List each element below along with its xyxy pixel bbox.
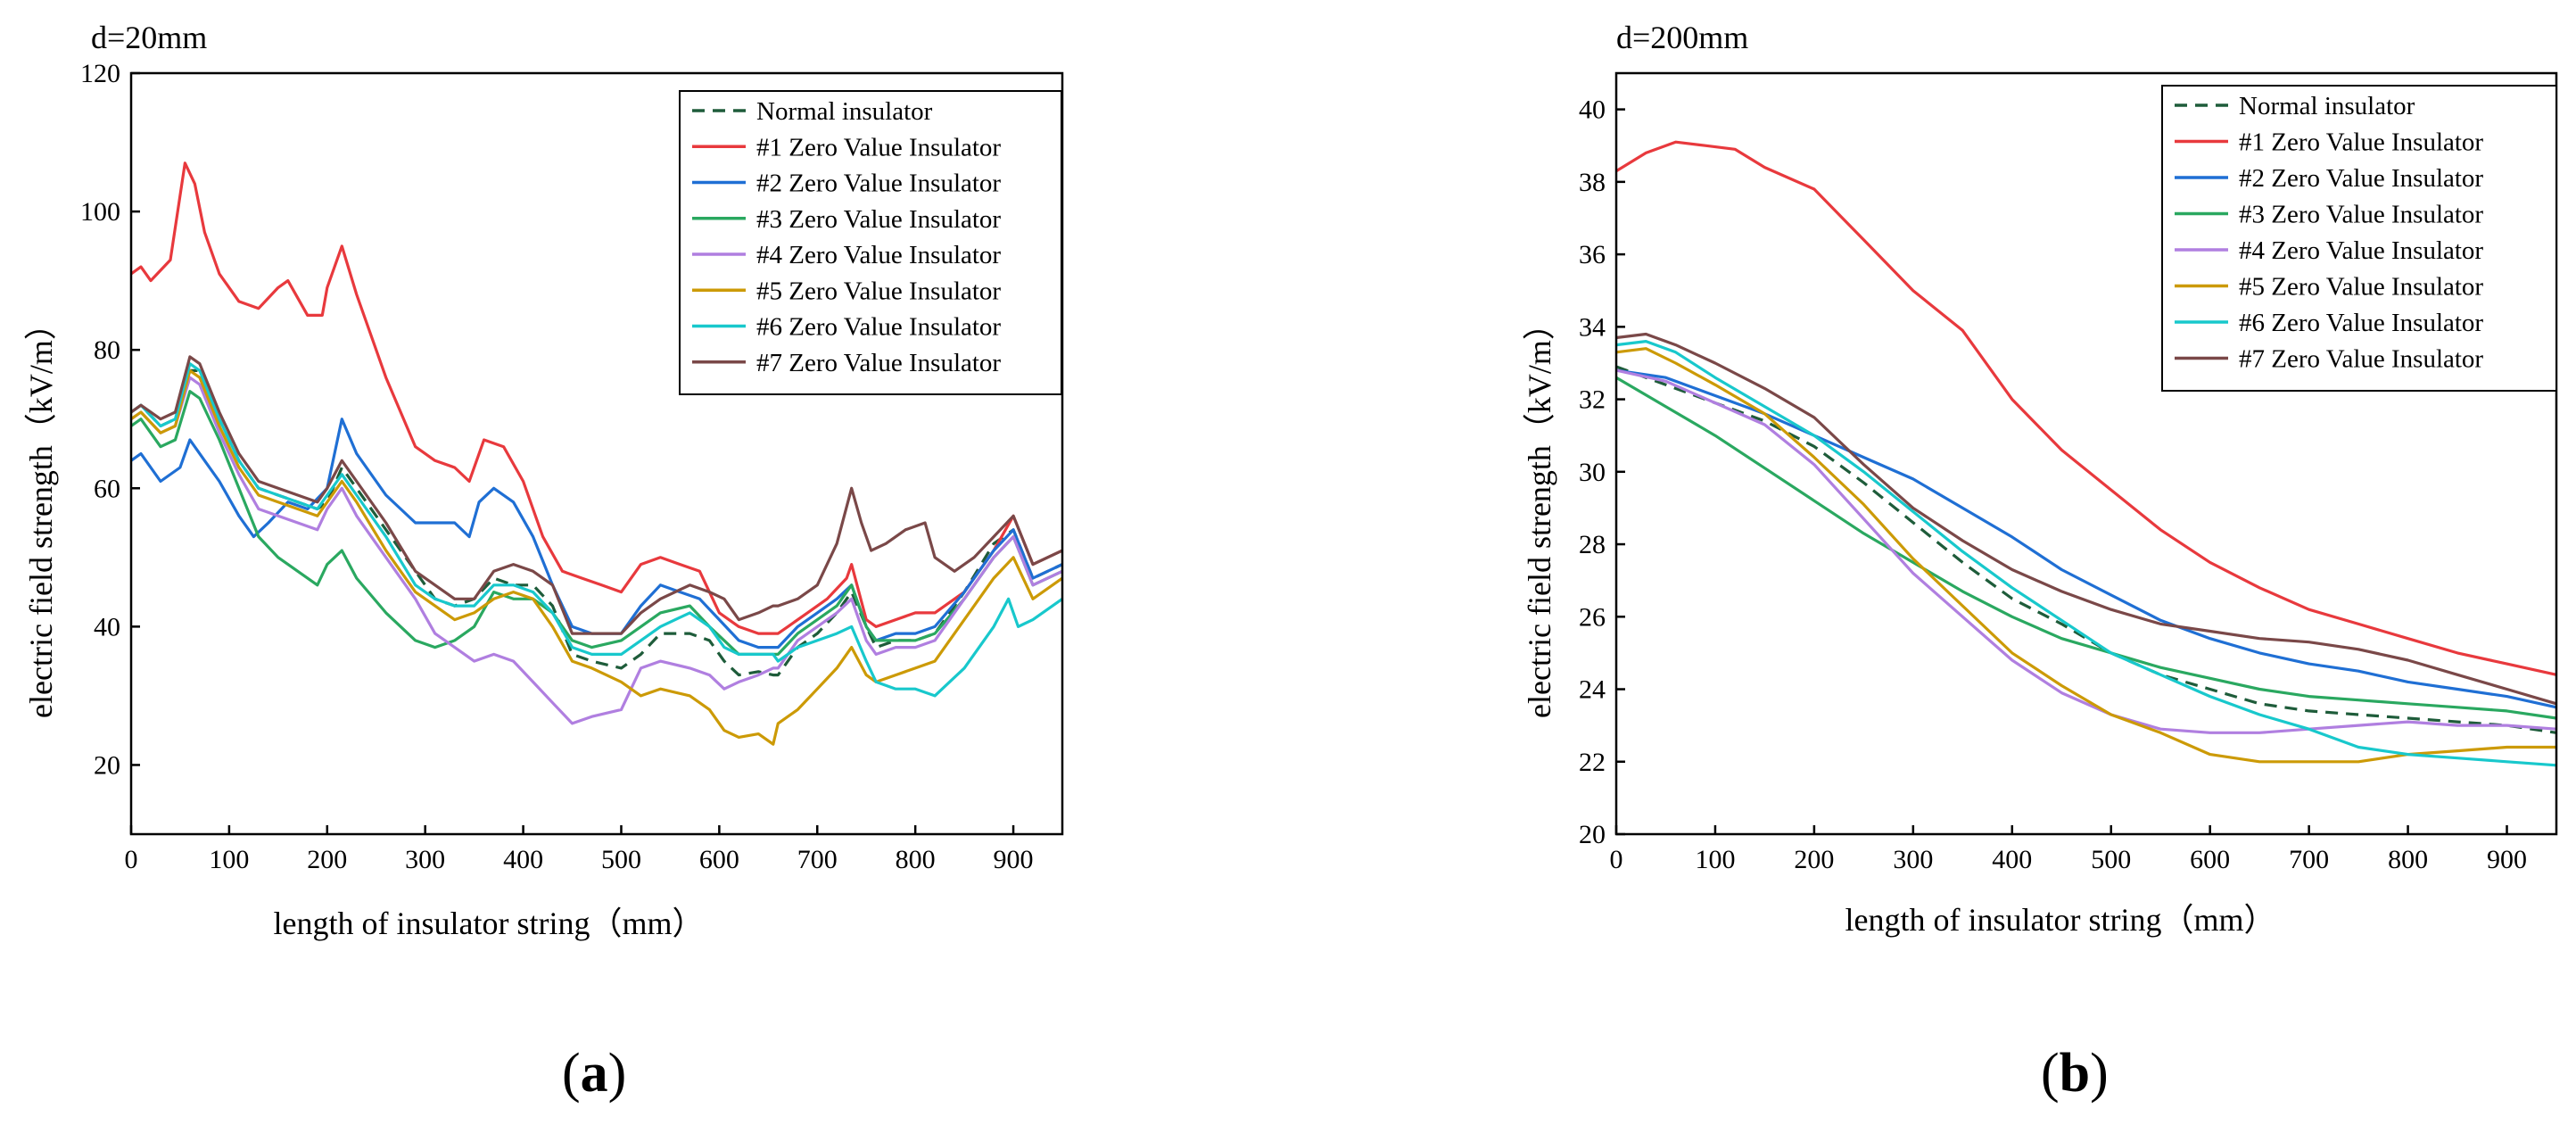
chart-b-legend-label-1: #1 Zero Value Insulator	[2239, 128, 2483, 157]
chart-a-ytick-label: 40	[94, 612, 120, 641]
chart-a-xtick-label: 200	[307, 845, 347, 874]
chart-a-series-4	[130, 376, 1063, 725]
chart-b-xtick-label: 800	[2388, 845, 2428, 874]
chart-b-legend-label-0: Normal insulator	[2239, 92, 2415, 120]
chart-a-series-1	[130, 161, 1063, 635]
chart-b-ytick-label: 30	[1579, 458, 1606, 487]
chart-a-legend-label-0: Normal insulator	[756, 97, 933, 126]
chart-b-lines	[1615, 140, 2557, 767]
chart-b-axes: 0 100 200 300 400 500 600 700 800 900 20 22 24 26 28 30…	[1579, 71, 2558, 874]
chart-a-legend-label-5: #5 Zero Value Insulator	[756, 277, 1001, 305]
chart-a-series-5	[130, 368, 1063, 746]
chart-b-ylabel: electric field strength（kV/m）	[1522, 308, 1557, 718]
chart-b-series-1	[1615, 140, 2557, 676]
chart-b-ytick-label: 24	[1579, 675, 1606, 705]
chart-b-ytick-label: 40	[1579, 95, 1606, 125]
chart-a-legend-label-6: #6 Zero Value Insulator	[756, 313, 1001, 342]
chart-a-xlabel: length of insulator string（mm）	[274, 906, 705, 941]
chart-a-xtick-label: 300	[405, 845, 445, 874]
chart-b-ytick-label: 26	[1579, 602, 1606, 632]
chart-b-title: d=200mm	[1616, 20, 1748, 55]
chart-b-frame	[1614, 71, 2558, 836]
chart-b-legend-label-4: #4 Zero Value Insulator	[2239, 236, 2483, 265]
chart-a-xtick-label: 100	[209, 845, 249, 874]
chart-a-series-6	[130, 362, 1063, 698]
chart-b-series-7	[1615, 332, 2557, 706]
chart-a-xtick-label: 500	[601, 845, 641, 874]
panel-label-b: (b)	[2041, 1043, 2109, 1104]
chart-a-xtick-label: 600	[699, 845, 739, 874]
chart-a-title: d=20mm	[91, 20, 207, 55]
chart-a-legend: Normal insulator #1 Zero Value Insulator #…	[679, 90, 1062, 395]
chart-a-legend-label-1: #1 Zero Value Insulator	[756, 133, 1001, 161]
chart-b-series-5	[1615, 347, 2556, 764]
chart-b-xtick-label: 400	[1992, 845, 2032, 874]
chart-a-ytick-label: 120	[80, 59, 120, 88]
chart-b-ytick-label: 32	[1579, 385, 1606, 415]
chart-b-series-4	[1615, 368, 2557, 734]
chart-b-legend-label-6: #6 Zero Value Insulator	[2239, 309, 2483, 337]
chart-b-legend-box	[2161, 85, 2557, 392]
chart-b-ytick-label: 28	[1579, 530, 1606, 559]
chart-b-xtick-label: 600	[2190, 845, 2230, 874]
chart-b-xtick-label: 700	[2289, 845, 2329, 874]
chart-a-xtick-label: 700	[797, 845, 838, 874]
panel-label-a: (a)	[562, 1043, 626, 1104]
chart-b-xtick-label: 500	[2091, 845, 2131, 874]
chart-a: d=20mm electric field strength（kV/m） len…	[23, 20, 1064, 941]
chart-b-series-3	[1615, 376, 2557, 720]
chart-a-xtick-label: 800	[896, 845, 936, 874]
chart-b-legend: Normal insulator #1 Zero Value Insulator #…	[2161, 85, 2557, 392]
chart-b-ytick-label: 22	[1579, 748, 1606, 777]
chart-b-series-2	[1615, 368, 2557, 709]
chart-b-xtick-label: 200	[1794, 845, 1834, 874]
chart-a-legend-label-3: #3 Zero Value Insulator	[756, 205, 1001, 234]
chart-b-legend-label-3: #3 Zero Value Insulator	[2239, 201, 2483, 229]
chart-a-ytick-label: 100	[80, 197, 120, 227]
chart-b-xtick-label: 100	[1695, 845, 1735, 874]
chart-a-axes: 0 100 200 300 400 500 600 700 800 900 20 40 60 80 100 1…	[80, 59, 1064, 874]
chart-a-xtick-label: 0	[125, 845, 138, 874]
chart-b-ytick-label: 20	[1579, 820, 1606, 849]
chart-b-series-6	[1615, 340, 2557, 767]
chart-b-ytick-label: 38	[1579, 168, 1606, 197]
chart-b-legend-label-2: #2 Zero Value Insulator	[2239, 164, 2483, 193]
chart-a-ytick-label: 80	[94, 335, 120, 365]
chart-a-legend-label-2: #2 Zero Value Insulator	[756, 170, 1001, 198]
chart-a-xtick-label: 900	[994, 845, 1034, 874]
chart-b-ytick-label: 34	[1579, 312, 1606, 342]
chart-b-series-0	[1615, 365, 2557, 734]
chart-a-series-3	[130, 390, 1063, 657]
chart-a-legend-label-4: #4 Zero Value Insulator	[756, 241, 1001, 269]
chart-a-series-7	[130, 355, 1063, 635]
chart-a-frame	[129, 71, 1064, 836]
chart-a-ylabel: electric field strength（kV/m）	[23, 308, 59, 718]
chart-a-ytick-label: 60	[94, 474, 120, 503]
chart-b-legend-label-7: #7 Zero Value Insulator	[2239, 345, 2483, 374]
chart-b-xtick-label: 900	[2487, 845, 2527, 874]
chart-b-xtick-label: 300	[1893, 845, 1933, 874]
chart-a-ytick-label: 20	[94, 750, 120, 780]
chart-a-legend-label-7: #7 Zero Value Insulator	[756, 349, 1001, 377]
chart-a-lines	[130, 161, 1063, 746]
chart-b-xtick-label: 0	[1610, 845, 1623, 874]
chart-a-legend-box	[679, 90, 1062, 395]
chart-b-ytick-label: 36	[1579, 240, 1606, 269]
chart-b-legend-label-5: #5 Zero Value Insulator	[2239, 273, 2483, 302]
chart-b: d=200mm electric field strength（kV/m） le…	[1522, 20, 2558, 938]
chart-b-xlabel: length of insulator string（mm）	[1845, 902, 2276, 938]
chart-a-xtick-label: 400	[503, 845, 543, 874]
